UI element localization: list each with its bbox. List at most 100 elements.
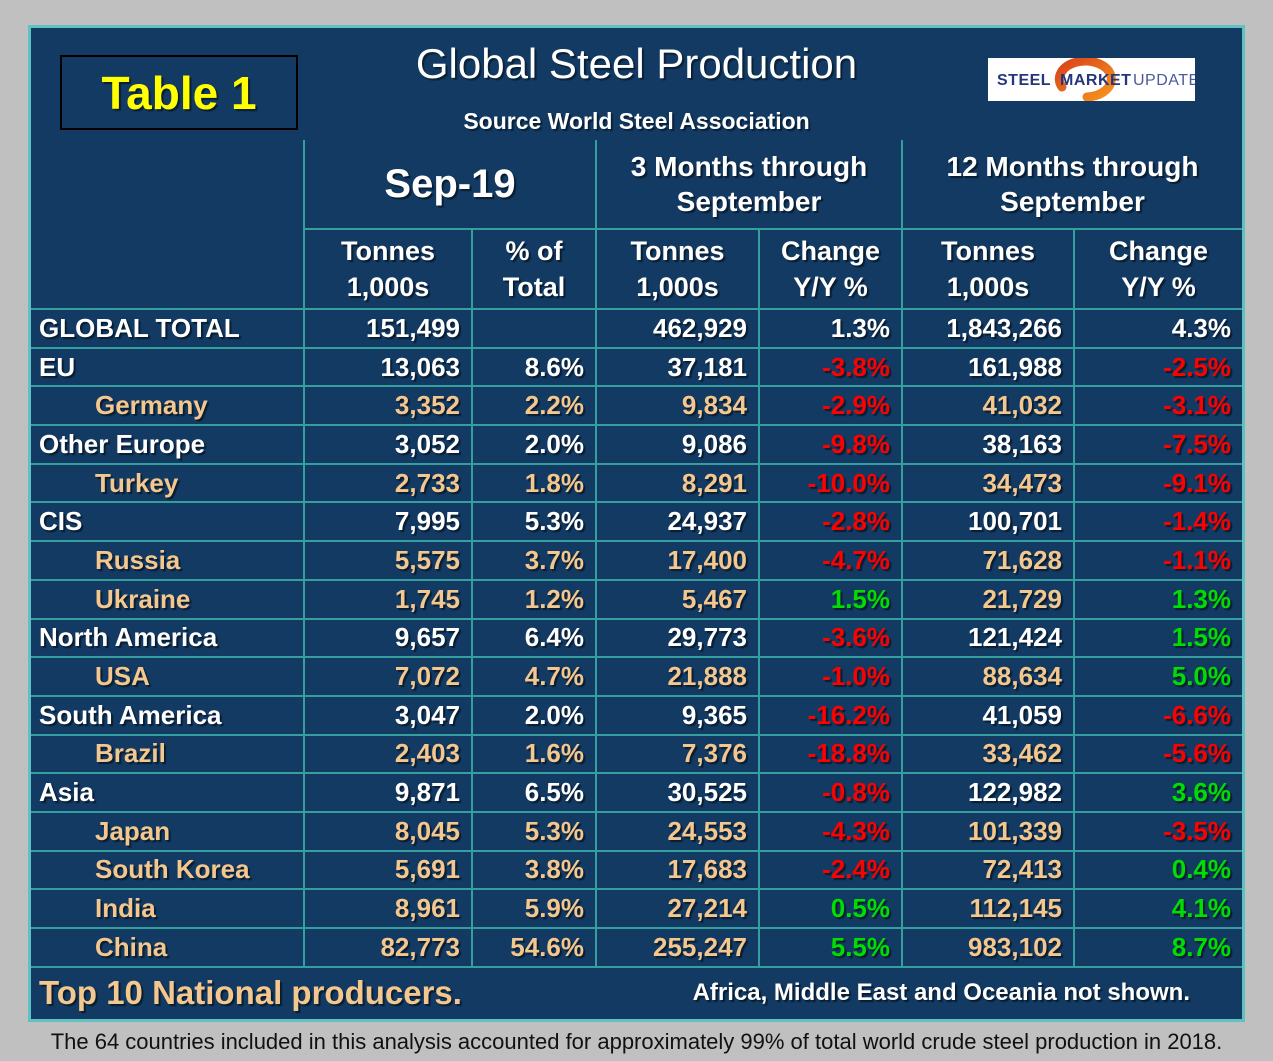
cell-12m-change: 5.0%	[1073, 658, 1242, 697]
cell-12m-tonnes: 72,413	[901, 851, 1073, 891]
cell-12m-tonnes: 38,163	[901, 426, 1073, 465]
cell-sep-tonnes: 9,657	[303, 619, 471, 659]
cell-3m-change: -3.8%	[758, 348, 901, 388]
cell-3m-change: 1.3%	[758, 310, 901, 349]
cell-sep-tonnes: 7,995	[303, 503, 471, 543]
column-header-line: 1,000s	[636, 272, 719, 302]
cell-pct-of-total: 2.0%	[471, 696, 595, 736]
column-header-line: Change	[1108, 235, 1208, 266]
cell-12m-change: 1.3%	[1073, 580, 1242, 620]
column-header-12m-change: Change Y/Y %	[1073, 230, 1242, 310]
row-label: India	[31, 890, 303, 929]
cell-pct-of-total: 1.2%	[471, 580, 595, 620]
cell-12m-change: -9.1%	[1073, 464, 1242, 504]
row-label: Japan	[31, 813, 303, 852]
group-header-spacer	[31, 140, 303, 230]
column-header-line: Y/Y %	[793, 272, 868, 302]
cell-12m-tonnes: 112,145	[901, 890, 1073, 929]
logo-word-steel: STEEL	[997, 72, 1051, 89]
cell-3m-tonnes: 27,214	[595, 890, 758, 929]
cell-pct-of-total: 6.4%	[471, 619, 595, 659]
cell-3m-tonnes: 462,929	[595, 310, 758, 349]
row-label: North America	[31, 620, 303, 659]
cell-pct-of-total: 54.6%	[471, 929, 595, 968]
cell-sep-tonnes: 1,745	[303, 580, 471, 620]
cell-12m-change: -2.5%	[1073, 348, 1242, 388]
cell-pct-of-total: 2.0%	[471, 426, 595, 465]
steel-production-table: Table 1 Global Steel Production Source W…	[28, 25, 1245, 1022]
cell-3m-change: -0.8%	[758, 774, 901, 813]
row-label: Germany	[31, 387, 303, 427]
cell-12m-change: 3.6%	[1073, 774, 1242, 813]
cell-pct-of-total: 1.8%	[471, 464, 595, 504]
row-label: Russia	[31, 542, 303, 581]
cell-pct-of-total: 8.6%	[471, 348, 595, 388]
cell-3m-tonnes: 255,247	[595, 929, 758, 968]
column-header-line: Tonnes	[341, 235, 435, 266]
cell-3m-change: -18.8%	[758, 735, 901, 775]
cell-sep-tonnes: 8,045	[303, 812, 471, 852]
cell-12m-tonnes: 101,339	[901, 812, 1073, 852]
cell-3m-change: -9.8%	[758, 426, 901, 465]
cell-pct-of-total: 5.3%	[471, 503, 595, 543]
cell-12m-tonnes: 34,473	[901, 464, 1073, 504]
column-header-line: Change	[780, 235, 880, 266]
logo-word-market: MARKET	[1060, 72, 1131, 89]
cell-12m-tonnes: 161,988	[901, 348, 1073, 388]
cell-3m-tonnes: 9,086	[595, 426, 758, 465]
cell-pct-of-total: 6.5%	[471, 774, 595, 813]
cell-3m-tonnes: 17,683	[595, 851, 758, 891]
logo-word-update: UPDATE	[1133, 72, 1195, 89]
cell-3m-change: -3.6%	[758, 619, 901, 659]
cell-3m-tonnes: 21,888	[595, 658, 758, 697]
row-label: Other Europe	[31, 426, 303, 465]
cell-sep-tonnes: 2,403	[303, 735, 471, 775]
footer-note-left: Top 10 National producers.	[39, 974, 462, 1012]
cell-12m-tonnes: 983,102	[901, 929, 1073, 968]
source-subtitle: Source World Steel Association	[463, 108, 810, 134]
cell-12m-change: -5.6%	[1073, 735, 1242, 775]
cell-sep-tonnes: 151,499	[303, 310, 471, 349]
cell-sep-tonnes: 3,352	[303, 387, 471, 427]
cell-3m-tonnes: 5,467	[595, 580, 758, 620]
cell-pct-of-total: 5.3%	[471, 812, 595, 852]
cell-12m-tonnes: 33,462	[901, 735, 1073, 775]
column-header-line: Y/Y %	[1121, 272, 1196, 302]
cell-3m-tonnes: 30,525	[595, 774, 758, 813]
table-number-label: Table 1	[101, 66, 257, 119]
cell-pct-of-total: 4.7%	[471, 658, 595, 697]
cell-12m-tonnes: 122,982	[901, 774, 1073, 813]
cell-3m-change: -4.3%	[758, 812, 901, 852]
cell-sep-tonnes: 8,961	[303, 890, 471, 929]
table-header-band: Table 1 Global Steel Production Source W…	[31, 28, 1242, 140]
cell-sep-tonnes: 5,691	[303, 851, 471, 891]
logo-graphic: STEEL MARKET UPDATE	[997, 58, 1195, 101]
cell-12m-change: -6.6%	[1073, 696, 1242, 736]
cell-3m-change: -2.8%	[758, 503, 901, 543]
cell-3m-change: -1.0%	[758, 658, 901, 697]
cell-pct-of-total: 3.7%	[471, 542, 595, 581]
cell-3m-tonnes: 8,291	[595, 464, 758, 504]
row-label: Brazil	[31, 736, 303, 775]
group-header-12-months: 12 Months through September	[901, 140, 1242, 230]
cell-12m-tonnes: 100,701	[901, 503, 1073, 543]
row-label: China	[31, 929, 303, 968]
cell-12m-tonnes: 41,059	[901, 696, 1073, 736]
cell-3m-change: 0.5%	[758, 890, 901, 929]
cell-12m-change: 8.7%	[1073, 929, 1242, 968]
cell-pct-of-total: 5.9%	[471, 890, 595, 929]
cell-sep-tonnes: 7,072	[303, 658, 471, 697]
footer-note-right: Africa, Middle East and Oceania not show…	[692, 979, 1190, 1007]
cell-12m-tonnes: 88,634	[901, 658, 1073, 697]
cell-12m-change: 0.4%	[1073, 851, 1242, 891]
cell-12m-change: -1.1%	[1073, 542, 1242, 581]
row-label: USA	[31, 658, 303, 697]
table-grid: Sep-19 3 Months through September 12 Mon…	[31, 140, 1242, 1019]
row-label: South America	[31, 697, 303, 736]
cell-12m-change: 4.1%	[1073, 890, 1242, 929]
cell-12m-tonnes: 71,628	[901, 542, 1073, 581]
cell-12m-tonnes: 121,424	[901, 619, 1073, 659]
cell-pct-of-total: 1.6%	[471, 735, 595, 775]
cell-12m-change: -3.1%	[1073, 387, 1242, 427]
table-footer-row: Top 10 National producers. Africa, Middl…	[31, 968, 1242, 1019]
